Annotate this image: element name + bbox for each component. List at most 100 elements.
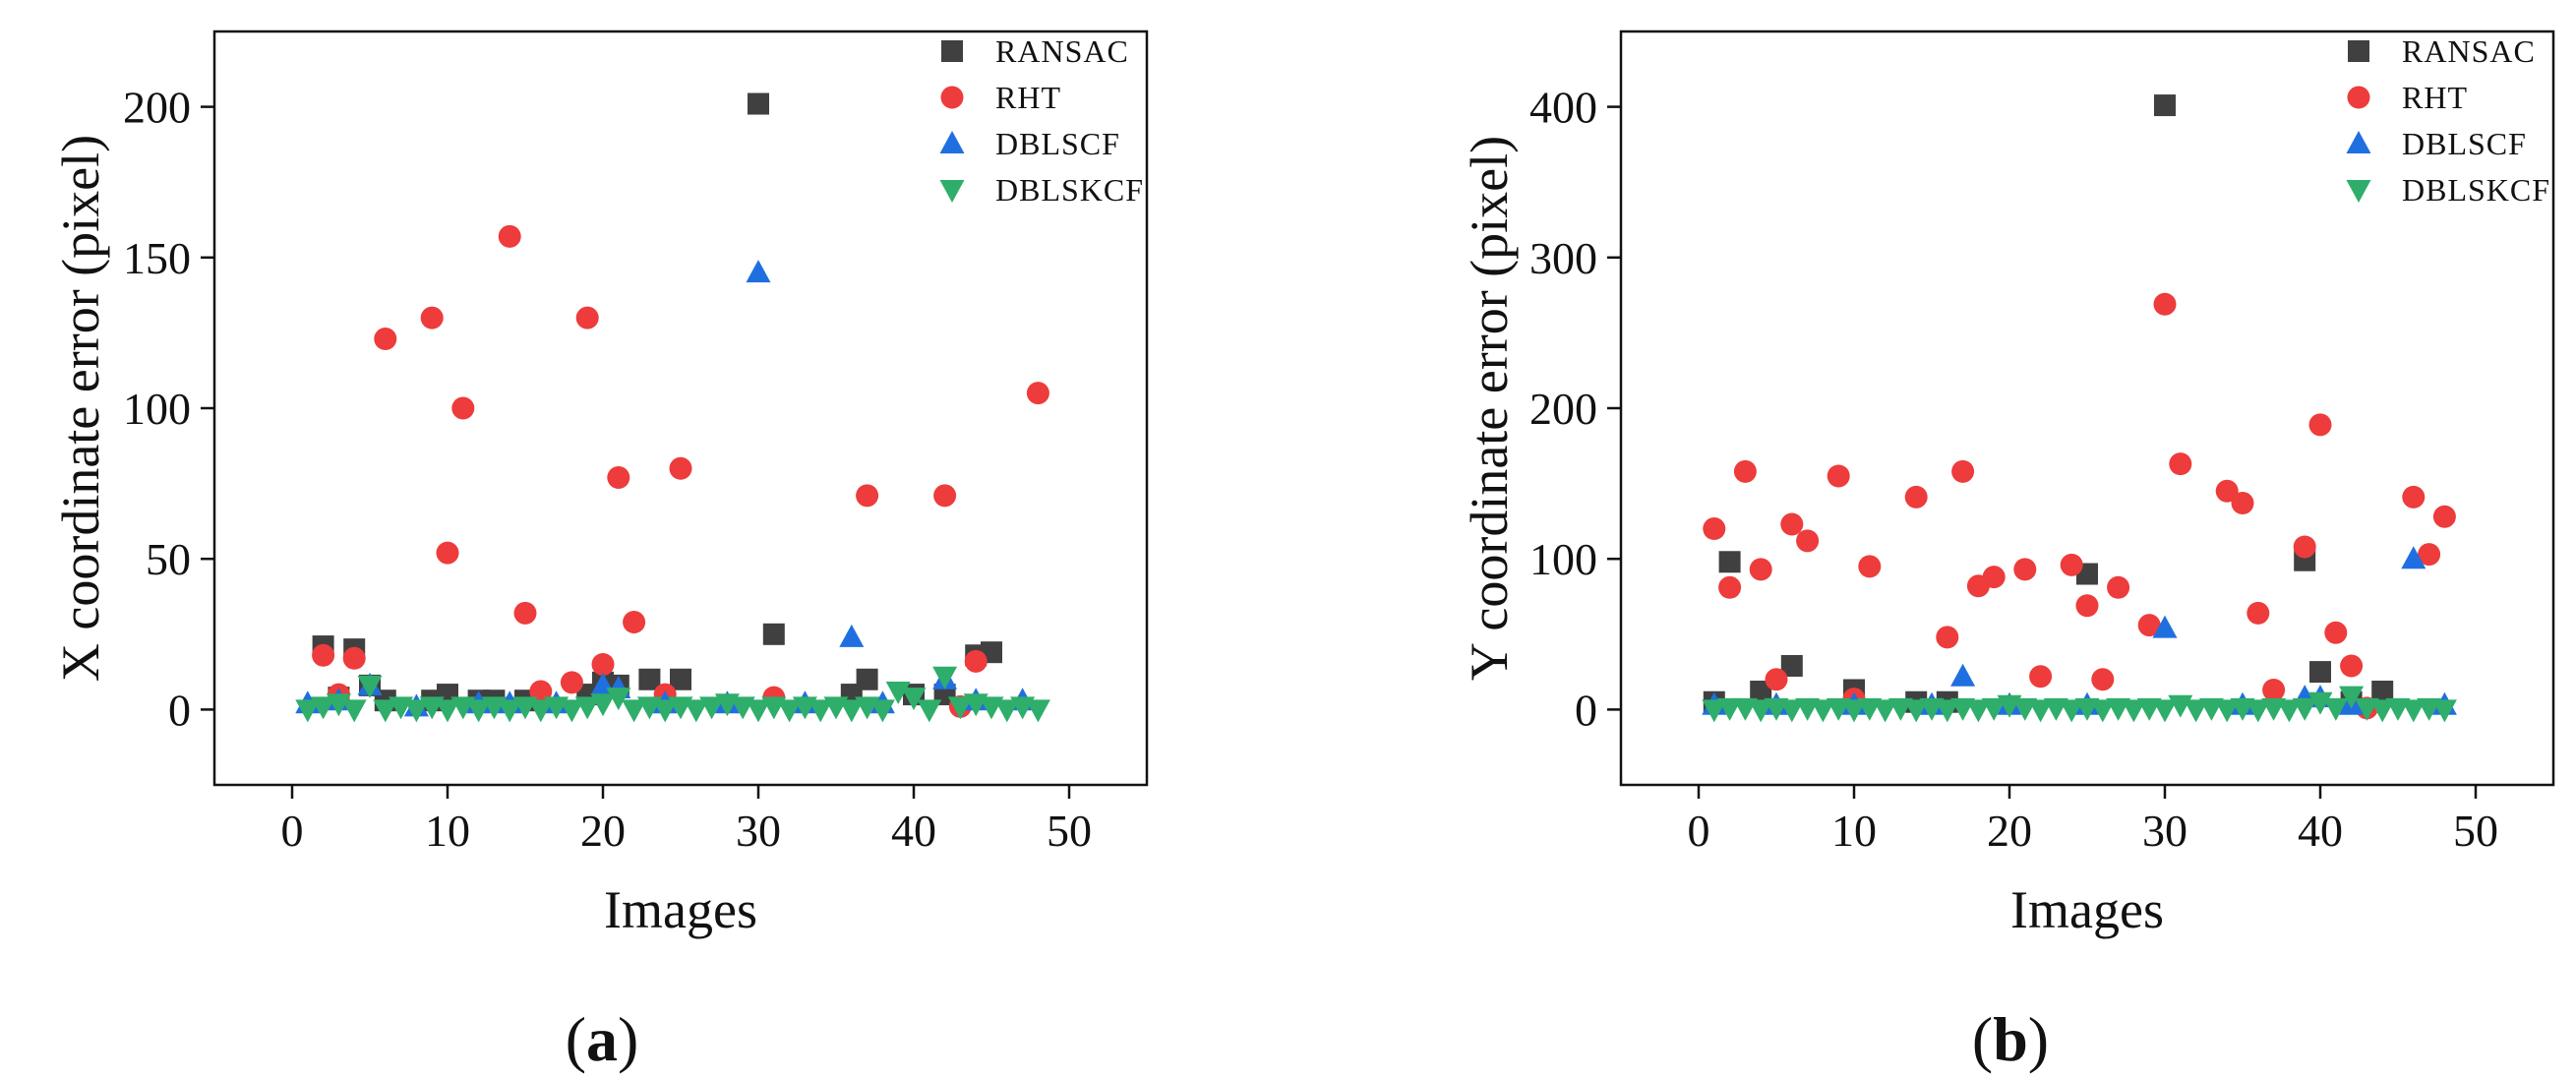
data-point [1717, 697, 1743, 721]
data-point [451, 396, 475, 420]
legend-label-ransac: RANSAC [2402, 33, 2536, 69]
data-point [357, 675, 383, 698]
y-tick-label: 150 [123, 233, 191, 283]
data-point [1982, 566, 2006, 589]
data-point [341, 699, 367, 723]
data-point [560, 671, 583, 694]
data-point [1026, 382, 1049, 405]
data-point [622, 699, 647, 723]
data-point [374, 328, 397, 351]
series-ransac [312, 92, 1002, 712]
x-tick-label: 0 [281, 806, 304, 856]
data-point [1780, 654, 1803, 677]
data-point [2013, 558, 2037, 581]
legend-label-dblscf: DBLSCF [995, 126, 1120, 161]
data-point [2154, 94, 2176, 117]
data-point [2293, 535, 2316, 559]
data-point [2028, 699, 2054, 723]
data-point [2307, 691, 2333, 715]
x-tick-label: 50 [1047, 806, 1092, 856]
data-point [762, 623, 785, 645]
data-point [777, 699, 803, 723]
x-tick-label: 20 [580, 806, 626, 856]
y-tick-label: 400 [1529, 83, 1597, 133]
data-point [2369, 699, 2395, 723]
data-point [2091, 668, 2115, 691]
data-point [2107, 575, 2130, 599]
data-point [1950, 663, 1976, 687]
data-point [638, 668, 661, 690]
data-point [746, 260, 771, 283]
data-point [2121, 699, 2146, 723]
data-point [2059, 699, 2084, 723]
data-point [2246, 699, 2271, 723]
y-tick-label: 200 [123, 83, 191, 133]
data-point [1936, 626, 1959, 649]
data-point [326, 693, 351, 717]
legend: RANSAC RHT DBLSCF DBLSKCF [939, 33, 1144, 208]
data-point [2184, 699, 2209, 723]
y-tick-label: 100 [123, 384, 191, 434]
legend-label-dblskcf: DBLSKCF [995, 172, 1144, 208]
legend-label-dblskcf: DBLSKCF [2402, 172, 2550, 208]
data-point [2060, 553, 2083, 576]
data-point [839, 624, 865, 647]
data-point [575, 306, 599, 329]
legend-marker-rht [2347, 86, 2370, 109]
data-point [2431, 699, 2457, 723]
data-point [2323, 697, 2349, 721]
data-point [1765, 668, 1788, 691]
data-point [513, 601, 537, 625]
x-axis-label: Images [2010, 880, 2164, 939]
x-tick-label: 50 [2453, 806, 2498, 856]
panel-label: (a) [566, 1004, 639, 1074]
data-point [1903, 699, 1929, 723]
data-point [2324, 621, 2348, 644]
x-tick-label: 10 [425, 806, 470, 856]
legend: RANSAC RHT DBLSCF DBLSKCF [2346, 33, 2550, 208]
data-point [901, 688, 927, 711]
data-point [403, 699, 429, 723]
x-tick-label: 30 [2142, 806, 2187, 856]
data-point [497, 699, 522, 723]
y-tick-label: 300 [1529, 233, 1597, 283]
data-point [342, 646, 366, 670]
series-rht [312, 224, 1049, 718]
data-point [746, 699, 771, 723]
data-point [1951, 459, 1975, 483]
legend-label-rht: RHT [2402, 80, 2468, 115]
data-point [1827, 464, 1850, 488]
series-ransac [1703, 94, 2394, 713]
x-axis-label: Images [604, 880, 757, 939]
data-point [528, 699, 554, 723]
data-point [591, 652, 615, 676]
data-point [1749, 558, 1772, 581]
data-point [2090, 699, 2116, 723]
data-point [1904, 485, 1928, 509]
data-point [917, 699, 942, 723]
data-point [652, 699, 678, 723]
data-point [839, 699, 865, 723]
data-point [1718, 575, 1742, 599]
data-point [1718, 551, 1741, 573]
data-point [2309, 661, 2331, 684]
data-point [856, 484, 879, 508]
data-point [2339, 686, 2365, 709]
data-point [2401, 699, 2426, 723]
series-dblscf [295, 260, 1036, 717]
data-point [436, 541, 459, 565]
data-point [947, 696, 973, 720]
data-point [2401, 546, 2426, 569]
data-point [2137, 614, 2161, 637]
y-axis-label: X coordinate error (pixel) [51, 135, 110, 682]
data-point [885, 682, 911, 705]
data-point [574, 696, 600, 720]
data-point [1796, 529, 1820, 553]
legend-marker-ransac [941, 40, 963, 62]
data-point [699, 696, 725, 720]
x-tick-label: 30 [736, 806, 781, 856]
data-point [748, 92, 769, 115]
x-tick-label: 20 [1987, 806, 2032, 856]
data-point [607, 465, 630, 489]
